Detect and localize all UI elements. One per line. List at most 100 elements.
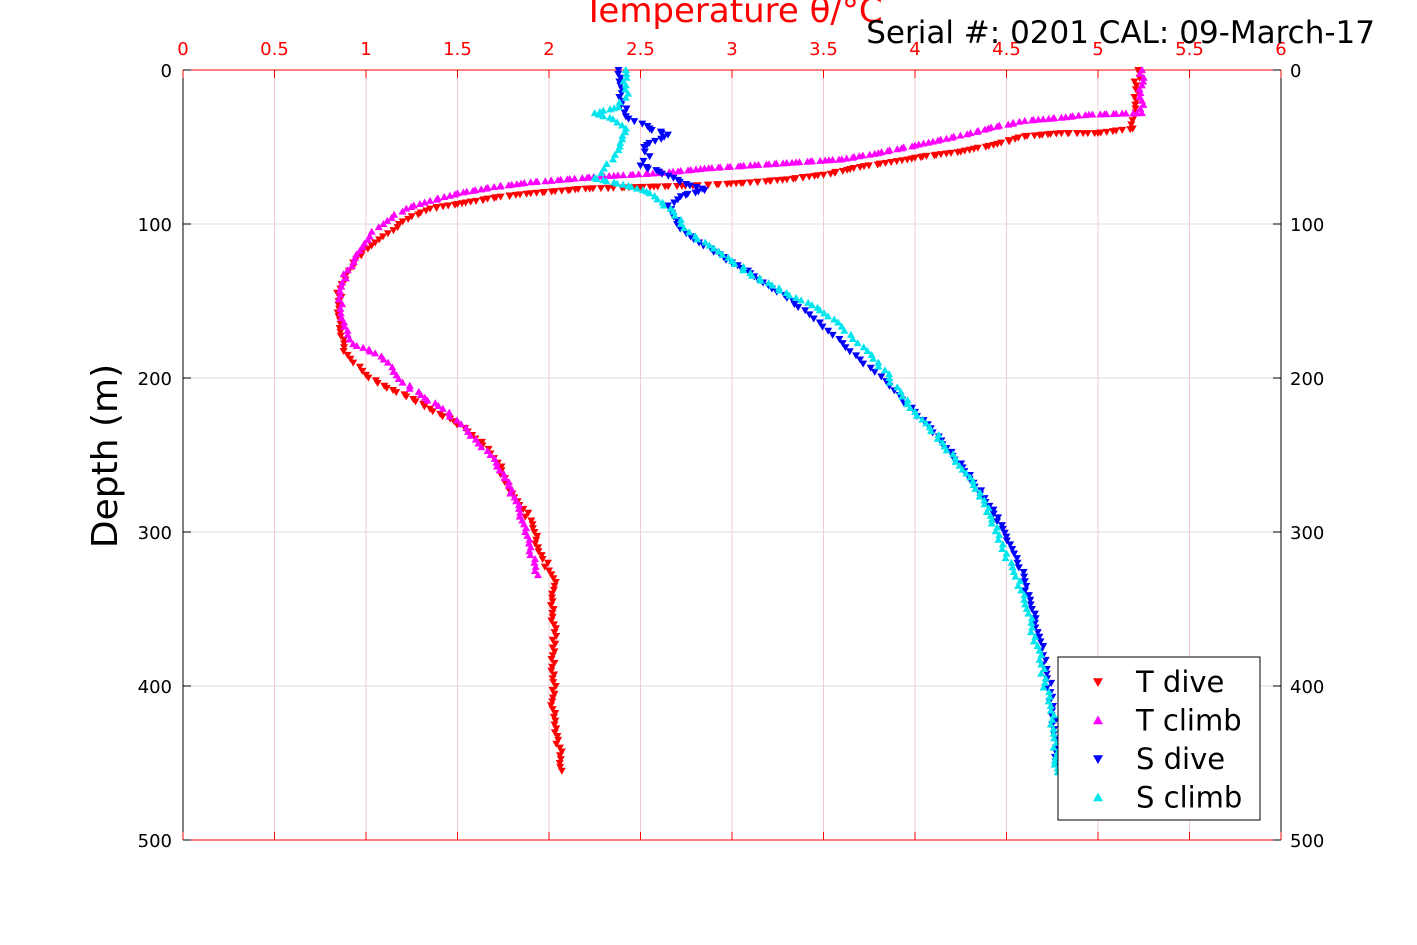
- data-point: [550, 721, 559, 729]
- data-point: [805, 173, 814, 181]
- data-point: [672, 217, 681, 225]
- data-point: [532, 189, 541, 197]
- data-point: [438, 413, 447, 421]
- x-tick-label: 3: [726, 39, 737, 60]
- data-point: [734, 162, 743, 170]
- data-point: [335, 324, 344, 332]
- data-point: [651, 137, 660, 145]
- data-point: [885, 378, 894, 386]
- data-point: [768, 281, 777, 289]
- data-point: [1019, 569, 1028, 577]
- data-point: [657, 170, 666, 178]
- legend-marker: [1093, 792, 1103, 802]
- data-point: [1118, 126, 1127, 134]
- data-point: [1109, 109, 1118, 117]
- data-point: [534, 548, 543, 556]
- data-point: [838, 167, 847, 175]
- data-point: [614, 146, 623, 154]
- data-point: [933, 434, 942, 442]
- y-axis-label: Depth (m): [85, 364, 126, 548]
- data-point: [1010, 550, 1019, 558]
- data-point: [1013, 559, 1022, 567]
- data-point: [552, 725, 561, 733]
- data-point: [398, 218, 407, 226]
- data-point: [951, 457, 960, 465]
- data-point: [634, 170, 643, 178]
- data-point: [947, 133, 956, 141]
- data-point: [963, 130, 972, 138]
- data-point: [402, 204, 411, 212]
- data-point: [411, 398, 420, 406]
- data-point: [747, 271, 756, 279]
- data-point: [834, 318, 843, 326]
- data-point: [526, 551, 535, 559]
- data-point: [512, 497, 521, 505]
- data-point: [540, 563, 549, 571]
- data-point: [1131, 101, 1140, 109]
- data-point: [1022, 582, 1031, 590]
- data-point: [1020, 133, 1029, 141]
- data-point: [548, 598, 557, 606]
- data-point: [704, 181, 713, 189]
- data-point: [352, 341, 361, 349]
- data-point: [933, 136, 942, 144]
- data-point: [1057, 113, 1066, 121]
- data-point: [340, 318, 349, 326]
- data-point: [828, 331, 837, 339]
- data-point: [664, 172, 673, 180]
- data-point: [609, 155, 618, 163]
- data-point: [545, 567, 553, 575]
- data-point: [810, 172, 819, 180]
- data-point: [615, 78, 624, 86]
- data-point: [657, 135, 666, 143]
- x-tick-label: 5: [1092, 39, 1103, 60]
- data-point: [622, 73, 631, 81]
- data-point: [550, 648, 559, 656]
- data-point: [383, 216, 392, 224]
- data-point: [866, 364, 875, 372]
- data-point: [1021, 600, 1030, 608]
- data-point: [548, 590, 557, 598]
- data-point: [615, 93, 624, 101]
- x-tick-label: 0: [177, 39, 188, 60]
- data-point: [626, 170, 635, 178]
- data-point: [794, 304, 803, 312]
- data-point: [479, 197, 488, 205]
- data-point: [336, 309, 345, 317]
- data-point: [636, 162, 645, 170]
- data-point: [916, 154, 925, 162]
- data-point: [492, 458, 501, 466]
- data-point: [712, 181, 721, 189]
- data-point: [432, 195, 441, 203]
- data-point: [551, 625, 560, 633]
- data-point: [816, 156, 825, 164]
- data-point: [548, 698, 557, 706]
- legend-label: S climb: [1136, 781, 1242, 815]
- legend-label: S dive: [1136, 742, 1225, 776]
- data-point: [538, 189, 547, 197]
- data-point: [855, 152, 864, 160]
- data-point: [620, 109, 629, 117]
- data-point: [1118, 109, 1127, 117]
- data-point: [679, 224, 688, 232]
- data-point: [551, 683, 560, 690]
- data-point: [549, 713, 558, 721]
- data-point: [646, 183, 655, 191]
- data-point: [870, 368, 879, 376]
- data-point: [546, 602, 555, 610]
- data-point: [670, 211, 679, 219]
- data-point: [870, 149, 879, 157]
- y-tick-label-right: 100: [1290, 215, 1324, 236]
- data-point: [1063, 130, 1072, 138]
- data-point: [530, 558, 539, 566]
- data-point: [998, 544, 1007, 552]
- data-point: [951, 454, 960, 462]
- data-point: [474, 439, 483, 447]
- data-point: [613, 118, 622, 126]
- data-point: [373, 380, 382, 388]
- data-point: [898, 392, 907, 400]
- data-point: [613, 179, 622, 187]
- y-tick-label-left: 0: [161, 61, 172, 82]
- data-point: [1027, 116, 1036, 124]
- data-point: [450, 201, 459, 209]
